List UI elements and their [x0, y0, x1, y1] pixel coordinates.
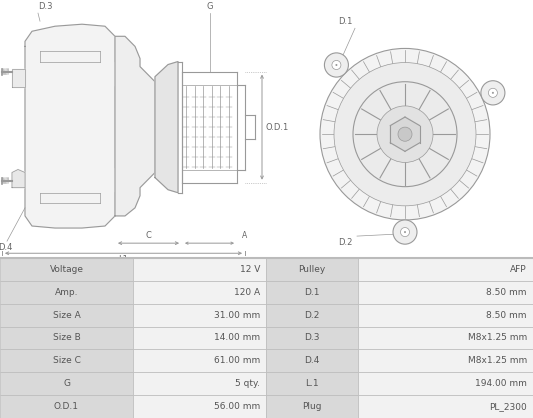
Bar	[0, 326, 133, 349]
Text: G: G	[63, 379, 70, 388]
Bar	[266, 281, 358, 304]
Circle shape	[325, 53, 349, 77]
Circle shape	[353, 82, 457, 187]
Text: L1: L1	[118, 255, 128, 264]
Bar	[266, 349, 358, 372]
Bar	[0, 372, 133, 395]
Text: L.1: L.1	[305, 379, 319, 388]
Text: 56.00 mm: 56.00 mm	[214, 402, 260, 411]
Text: D.1: D.1	[304, 288, 320, 297]
Bar	[0, 281, 133, 304]
Bar	[266, 258, 358, 281]
Text: A: A	[242, 231, 247, 240]
Circle shape	[400, 227, 409, 237]
Text: 12 V: 12 V	[240, 265, 260, 274]
Polygon shape	[12, 170, 25, 188]
Text: O.D.1: O.D.1	[265, 122, 288, 132]
Circle shape	[377, 106, 433, 163]
Text: D.3: D.3	[304, 334, 320, 342]
Circle shape	[335, 64, 337, 66]
Bar	[358, 281, 533, 304]
Bar	[133, 372, 266, 395]
Text: 5 qty.: 5 qty.	[235, 379, 260, 388]
Bar	[358, 349, 533, 372]
Text: 194.00 mm: 194.00 mm	[475, 379, 527, 388]
Bar	[133, 326, 266, 349]
Text: Amp.: Amp.	[55, 288, 78, 297]
Text: AFP: AFP	[511, 265, 527, 274]
Bar	[0, 304, 133, 326]
Bar	[133, 395, 266, 418]
Text: Pulley: Pulley	[298, 265, 326, 274]
Text: Size B: Size B	[53, 334, 80, 342]
Bar	[266, 326, 358, 349]
Bar	[358, 304, 533, 326]
Text: 120 A: 120 A	[234, 288, 260, 297]
Text: Size A: Size A	[53, 311, 80, 320]
Bar	[266, 372, 358, 395]
Text: D.4: D.4	[0, 243, 12, 252]
Text: 8.50 mm: 8.50 mm	[487, 288, 527, 297]
Text: 14.00 mm: 14.00 mm	[214, 334, 260, 342]
Circle shape	[404, 231, 406, 233]
Text: M8x1.25 mm: M8x1.25 mm	[468, 334, 527, 342]
Bar	[133, 281, 266, 304]
Text: C: C	[146, 231, 151, 240]
Text: D.3: D.3	[38, 2, 52, 11]
Circle shape	[398, 127, 412, 141]
Circle shape	[334, 63, 476, 206]
Text: G: G	[206, 2, 213, 11]
Polygon shape	[25, 24, 120, 228]
Polygon shape	[390, 117, 419, 151]
Text: 61.00 mm: 61.00 mm	[214, 357, 260, 365]
Bar	[133, 304, 266, 326]
Bar	[358, 395, 533, 418]
Text: Voltage: Voltage	[50, 265, 84, 274]
Circle shape	[320, 48, 490, 220]
Circle shape	[332, 61, 341, 69]
Text: PL_2300: PL_2300	[489, 402, 527, 411]
Circle shape	[481, 81, 505, 105]
Bar	[0, 349, 133, 372]
Circle shape	[488, 88, 497, 97]
Polygon shape	[115, 36, 155, 216]
Bar	[358, 372, 533, 395]
Circle shape	[393, 220, 417, 244]
Bar	[133, 349, 266, 372]
Text: D.1: D.1	[338, 17, 352, 26]
Text: M8x1.25 mm: M8x1.25 mm	[468, 357, 527, 365]
Bar	[266, 304, 358, 326]
Polygon shape	[12, 69, 25, 87]
Polygon shape	[155, 61, 178, 193]
Text: D.2: D.2	[338, 238, 352, 247]
Text: O.D.1: O.D.1	[54, 402, 79, 411]
Bar	[358, 258, 533, 281]
Text: 31.00 mm: 31.00 mm	[214, 311, 260, 320]
Circle shape	[492, 92, 494, 94]
Text: Size C: Size C	[53, 357, 80, 365]
Bar	[0, 395, 133, 418]
Bar	[266, 395, 358, 418]
Text: Plug: Plug	[302, 402, 322, 411]
Bar	[0, 258, 133, 281]
Bar	[133, 258, 266, 281]
Bar	[358, 326, 533, 349]
Text: D.4: D.4	[304, 357, 320, 365]
Text: 8.50 mm: 8.50 mm	[487, 311, 527, 320]
Text: D.2: D.2	[304, 311, 320, 320]
